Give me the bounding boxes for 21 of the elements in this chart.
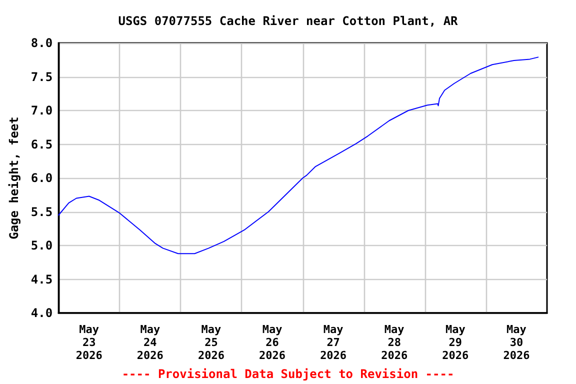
- x-tick-label: May 26 2026: [259, 323, 286, 362]
- x-tick-label: May 25 2026: [198, 323, 225, 362]
- x-tick-label: May 23 2026: [76, 323, 103, 362]
- y-tick-label: 7.5: [30, 70, 53, 84]
- y-tick-label: 6.0: [30, 171, 53, 185]
- y-tick-label: 6.5: [30, 137, 53, 152]
- line-series: [58, 56, 539, 254]
- x-tick-label: May 24 2026: [136, 323, 164, 362]
- x-tick-label: May 29 2026: [442, 323, 470, 362]
- x-tick-label: May 30 2026: [503, 323, 530, 362]
- x-tick-label: May 27 2026: [320, 323, 347, 362]
- y-tick-label: 5.0: [30, 238, 53, 252]
- y-tick-label: 8.0: [30, 36, 53, 50]
- text: ---- Provisional Data Subject to Revision ----: [122, 367, 454, 381]
- y-tick-label: 5.5: [30, 204, 53, 219]
- y-axis-title: Gage height, feet: [7, 116, 21, 240]
- y-tick-label: 7.0: [30, 104, 53, 118]
- y-tick-label: 4.0: [30, 306, 53, 320]
- y-tick-label: 4.5: [30, 272, 53, 286]
- x-tick-label: May 28 2026: [381, 323, 408, 362]
- chart-title: USGS 07077555 Cache River near Cotton Plant, AR: [118, 14, 459, 28]
